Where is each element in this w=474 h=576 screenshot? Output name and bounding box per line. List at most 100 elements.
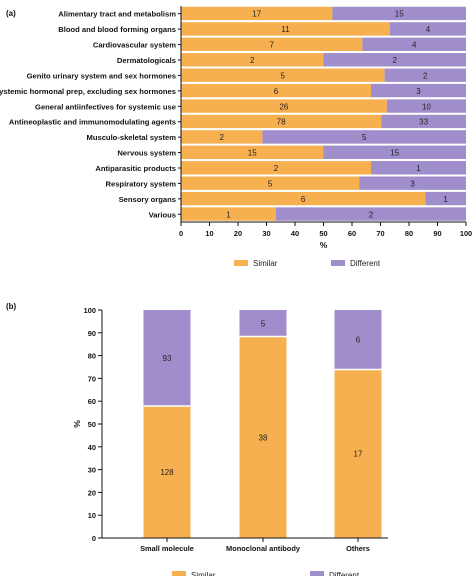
bar-similar: [181, 114, 382, 129]
legend-swatch-different: [310, 571, 324, 576]
x-tick-label: 20: [234, 229, 242, 238]
data-label: 26: [279, 102, 288, 111]
bar-similar: [181, 99, 387, 114]
data-label: 4: [426, 25, 431, 34]
bar-similar: [181, 22, 390, 37]
data-label: 1: [443, 195, 448, 204]
data-label: 2: [393, 56, 398, 65]
category-label: Others: [346, 544, 370, 553]
bar-similar: [181, 191, 426, 206]
y-tick-label: 80: [88, 352, 96, 361]
data-label: 15: [390, 149, 399, 158]
category-label: Various: [149, 210, 176, 219]
x-tick-label: 30: [262, 229, 270, 238]
panel-label: (b): [6, 302, 17, 311]
data-label: 10: [422, 102, 431, 111]
bar-different: [334, 310, 382, 370]
category-label: Sensory organs: [119, 195, 176, 204]
bar-similar: [143, 405, 191, 538]
panel-label: (a): [6, 9, 16, 18]
bar-different: [323, 145, 466, 160]
data-label: 5: [281, 71, 286, 80]
data-label: 6: [301, 195, 306, 204]
data-label: 5: [268, 179, 273, 188]
bar-similar: [181, 68, 385, 83]
data-label: 15: [248, 149, 257, 158]
bar-similar: [181, 207, 276, 222]
data-label: 3: [416, 87, 421, 96]
data-label: 128: [160, 468, 174, 477]
category-label: Musculo-skeletal system: [87, 133, 177, 142]
bar-similar: [181, 53, 324, 67]
x-tick-label: 0: [179, 229, 183, 238]
data-label: 3: [410, 179, 415, 188]
data-label: 17: [354, 450, 363, 459]
data-label: 5: [261, 319, 266, 328]
data-label: 2: [369, 210, 374, 219]
bar-different: [239, 310, 287, 337]
legend-swatch-similar: [172, 571, 186, 576]
y-tick-label: 50: [88, 420, 96, 429]
bar-different: [262, 130, 466, 145]
y-tick-label: 30: [88, 466, 96, 475]
bar-different: [384, 68, 466, 83]
y-tick-label: 70: [88, 374, 96, 383]
bar-similar: [334, 369, 382, 538]
legend-swatch-different: [331, 260, 345, 266]
x-tick-label: 80: [405, 229, 413, 238]
data-label: 17: [252, 10, 261, 19]
category-label: Blood and blood forming organs: [58, 25, 176, 34]
bar-different: [371, 161, 466, 175]
bar-different: [362, 37, 466, 52]
data-label: 2: [250, 56, 255, 65]
bar-similar: [181, 130, 263, 145]
bar-similar: [181, 145, 324, 160]
data-label: 1: [416, 164, 421, 173]
x-axis-title: %: [320, 240, 328, 250]
data-label: 6: [356, 336, 361, 345]
data-label: 2: [219, 133, 224, 142]
bar-similar: [181, 37, 363, 52]
bar-different: [371, 83, 466, 98]
category-label: Dermatologicals: [117, 56, 176, 65]
x-tick-label: 90: [433, 229, 441, 238]
legend-label-different: Different: [329, 571, 360, 576]
category-label: Monoclonal antibody: [226, 544, 301, 553]
bar-different: [390, 22, 466, 37]
category-label: Antineoplastic and immunomodulating agen…: [9, 118, 176, 127]
bar-similar: [181, 6, 333, 21]
data-label: 2: [423, 71, 428, 80]
y-axis-title: %: [72, 420, 82, 428]
data-label: 5: [362, 133, 367, 142]
bar-different: [143, 310, 191, 406]
bar-different: [359, 176, 466, 191]
data-label: 1: [226, 210, 231, 219]
legend-label-different: Different: [350, 259, 381, 268]
category-label: Nervous system: [117, 149, 176, 158]
bar-similar: [181, 176, 360, 191]
legend-label-similar: Similar: [253, 259, 278, 268]
x-tick-label: 70: [376, 229, 384, 238]
bar-similar: [181, 83, 371, 98]
data-label: 2: [274, 164, 279, 173]
bar-different: [425, 191, 466, 206]
category-label: Antiparasitic products: [95, 164, 176, 173]
data-label: 15: [395, 10, 404, 19]
bar-different: [332, 6, 466, 21]
category-label: Alimentary tract and metabolism: [58, 10, 176, 19]
y-tick-label: 10: [88, 511, 96, 520]
y-tick-label: 40: [88, 443, 96, 452]
data-label: 7: [269, 41, 274, 50]
data-label: 4: [412, 41, 417, 50]
category-label: Small molecule: [140, 544, 194, 553]
bar-similar: [239, 336, 287, 538]
y-tick-label: 20: [88, 488, 96, 497]
data-label: 93: [163, 354, 172, 363]
category-label: Genito urinary system and sex hormones: [27, 71, 176, 80]
bar-different: [386, 99, 466, 114]
x-tick-label: 50: [319, 229, 327, 238]
bar-similar: [181, 161, 371, 175]
x-tick-label: 40: [291, 229, 299, 238]
data-label: 11: [281, 25, 290, 34]
data-label: 38: [259, 433, 268, 442]
